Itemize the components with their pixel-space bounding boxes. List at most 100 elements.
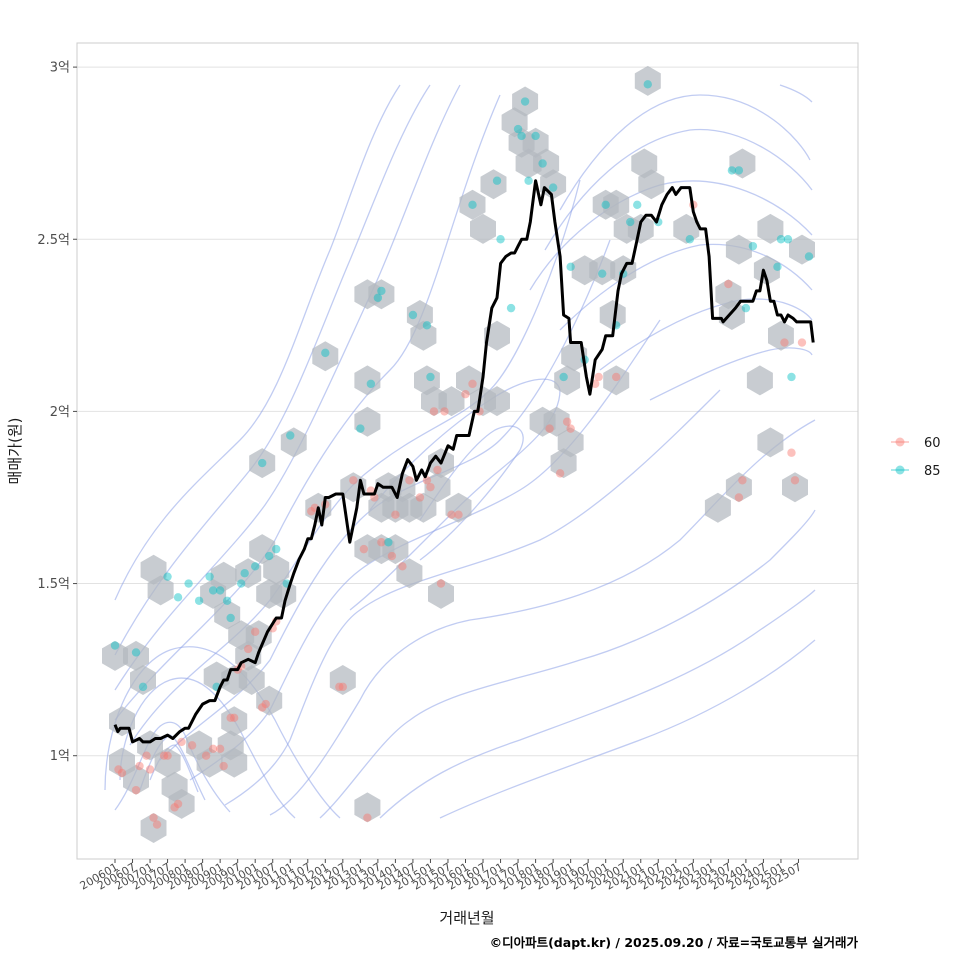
hex-bin — [480, 169, 507, 200]
point-60 — [149, 813, 158, 822]
hex-bin — [424, 472, 451, 503]
point-85 — [215, 586, 225, 595]
hex-bin — [249, 448, 276, 479]
point-85 — [601, 200, 610, 210]
point-60 — [208, 744, 218, 754]
legend-label-60: 60 — [924, 436, 941, 451]
hex-bin — [757, 213, 784, 244]
point-85 — [559, 372, 568, 382]
point-85 — [531, 131, 540, 141]
point-85 — [566, 262, 575, 271]
legend: 60 85 — [891, 436, 941, 479]
hex-bin — [789, 234, 815, 265]
point-85 — [272, 544, 281, 554]
point-85 — [776, 235, 786, 244]
hex-bin — [312, 341, 339, 372]
hex-bin — [354, 792, 381, 823]
hex-bin — [410, 492, 437, 523]
point-60 — [159, 751, 169, 760]
y-axis-title: 매매가(원) — [6, 418, 24, 485]
point-85 — [787, 372, 796, 382]
hex-bin — [543, 406, 570, 437]
point-85 — [517, 131, 526, 141]
point-85 — [373, 293, 383, 302]
hex-bin — [704, 492, 731, 523]
hex-bin — [221, 747, 248, 778]
y-tick-label: 2.5억 — [37, 233, 70, 248]
hex-bin — [238, 665, 265, 695]
point-85 — [265, 551, 274, 561]
point-85 — [205, 572, 214, 581]
hex-bin — [638, 169, 665, 200]
point-60 — [173, 799, 183, 809]
point-85 — [748, 241, 758, 251]
x-axis-title: 거래년월 — [439, 909, 494, 927]
point-85 — [377, 286, 386, 296]
point-60 — [415, 493, 425, 502]
hex-bin — [382, 534, 409, 565]
hex-bin — [456, 365, 482, 396]
point-85 — [520, 97, 530, 106]
point-85 — [734, 166, 744, 175]
legend-label-85: 85 — [924, 464, 941, 479]
point-60 — [391, 510, 400, 519]
point-60 — [377, 538, 386, 547]
point-85 — [492, 176, 502, 185]
hex-bin — [589, 255, 616, 286]
point-60 — [229, 713, 239, 723]
scatter-points — [110, 80, 814, 829]
y-tick-label: 1억 — [50, 749, 70, 764]
point-60 — [338, 682, 348, 692]
legend-key-85 — [895, 465, 905, 475]
point-60 — [349, 476, 358, 485]
hex-bin — [154, 747, 181, 778]
hex-bin — [673, 213, 700, 244]
point-60 — [436, 579, 446, 588]
point-60 — [612, 372, 621, 382]
point-60 — [797, 338, 807, 347]
point-60 — [359, 544, 369, 554]
point-60 — [566, 424, 575, 433]
hex-bin — [147, 575, 174, 606]
point-85 — [286, 431, 295, 440]
point-85 — [208, 586, 218, 595]
hex-bin — [354, 406, 381, 437]
point-60 — [251, 627, 260, 636]
point-85 — [384, 538, 393, 547]
point-85 — [426, 372, 435, 382]
hex-bin — [256, 685, 283, 716]
point-85 — [356, 424, 365, 433]
point-60 — [724, 279, 733, 289]
y-tick-label: 3억 — [50, 61, 70, 76]
point-60 — [177, 737, 186, 747]
point-85 — [422, 321, 432, 330]
point-85 — [163, 572, 172, 581]
hex-bin — [123, 640, 149, 671]
point-60 — [790, 476, 800, 485]
hex-bin — [410, 320, 437, 351]
hex-bin — [438, 386, 465, 417]
point-85 — [548, 183, 558, 192]
hex-bin — [263, 554, 290, 585]
hex-bin — [599, 300, 626, 330]
point-60 — [545, 424, 554, 433]
point-85 — [131, 648, 141, 657]
y-tick-label: 1.5억 — [37, 577, 70, 592]
point-60 — [780, 338, 789, 347]
hex-bin — [249, 534, 276, 565]
hex-bin — [354, 365, 381, 396]
hex-bin — [729, 148, 756, 179]
hex-bin — [221, 706, 248, 737]
point-85 — [685, 235, 695, 244]
hex-bin — [245, 620, 272, 651]
y-axis: 1억 1.5억 2억 2.5억 3억 — [37, 61, 77, 764]
point-85 — [496, 235, 505, 244]
point-85 — [226, 613, 235, 623]
hex-bin — [757, 427, 784, 458]
point-60 — [429, 407, 439, 416]
point-60 — [215, 744, 225, 754]
hex-bin — [753, 255, 780, 286]
point-85 — [258, 458, 267, 468]
point-60 — [363, 813, 372, 822]
hex-bin — [561, 341, 588, 372]
